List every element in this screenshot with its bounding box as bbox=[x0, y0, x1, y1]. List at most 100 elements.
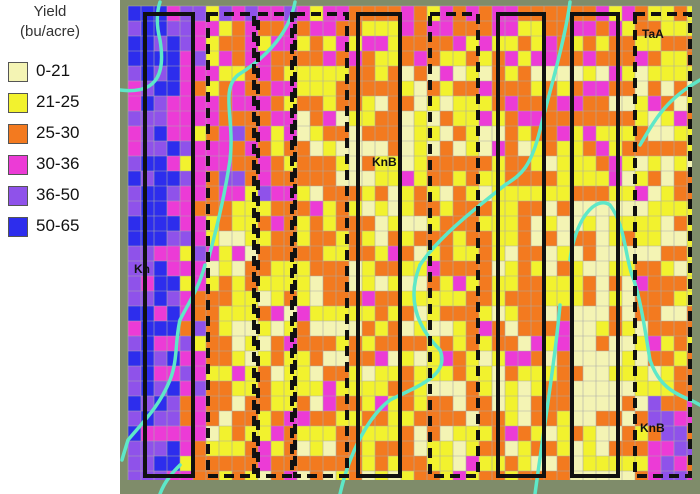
yield-cell bbox=[362, 216, 375, 231]
yield-cell bbox=[388, 291, 401, 306]
yield-cell bbox=[505, 231, 518, 246]
yield-cell bbox=[453, 351, 466, 366]
yield-cell bbox=[440, 36, 453, 51]
yield-cell bbox=[557, 81, 570, 96]
yield-cell bbox=[154, 141, 167, 156]
yield-cell bbox=[258, 441, 271, 456]
yield-cell bbox=[258, 471, 271, 480]
yield-cell bbox=[440, 261, 453, 276]
yield-cell bbox=[128, 246, 141, 261]
yield-cell bbox=[635, 456, 648, 471]
yield-cell bbox=[440, 456, 453, 471]
yield-cell bbox=[323, 36, 336, 51]
yield-cell bbox=[661, 396, 674, 411]
yield-cell bbox=[466, 291, 479, 306]
yield-cell bbox=[544, 261, 557, 276]
yield-cell bbox=[141, 426, 154, 441]
yield-cell bbox=[271, 456, 284, 471]
yield-cell bbox=[388, 216, 401, 231]
yield-cell bbox=[661, 336, 674, 351]
yield-cell bbox=[167, 171, 180, 186]
yield-cell bbox=[635, 51, 648, 66]
yield-cell bbox=[596, 51, 609, 66]
yield-cell bbox=[128, 441, 141, 456]
yield-cell bbox=[310, 231, 323, 246]
yield-cell bbox=[375, 51, 388, 66]
yield-cell bbox=[388, 171, 401, 186]
yield-cell bbox=[154, 366, 167, 381]
yield-cell bbox=[180, 141, 193, 156]
yield-cell bbox=[128, 201, 141, 216]
yield-cell bbox=[154, 186, 167, 201]
yield-cell bbox=[609, 111, 622, 126]
yield-cell bbox=[349, 246, 362, 261]
yield-cell bbox=[622, 426, 635, 441]
yield-cell bbox=[258, 321, 271, 336]
yield-cell bbox=[674, 471, 687, 480]
yield-cell bbox=[609, 246, 622, 261]
yield-cell bbox=[505, 81, 518, 96]
yield-cell bbox=[583, 51, 596, 66]
yield-cell bbox=[375, 381, 388, 396]
yield-cell bbox=[375, 156, 388, 171]
yield-cell bbox=[401, 111, 414, 126]
legend-label: 21-25 bbox=[36, 92, 80, 111]
yield-cell bbox=[167, 216, 180, 231]
yield-cell bbox=[258, 426, 271, 441]
yield-cell bbox=[648, 171, 661, 186]
yield-cell bbox=[141, 321, 154, 336]
yield-cell bbox=[596, 381, 609, 396]
yield-cell bbox=[141, 381, 154, 396]
yield-cell bbox=[440, 306, 453, 321]
yield-cell bbox=[232, 381, 245, 396]
yield-cell bbox=[557, 351, 570, 366]
yield-cell bbox=[557, 441, 570, 456]
yield-cell bbox=[544, 171, 557, 186]
yield-cell bbox=[622, 201, 635, 216]
yield-cell bbox=[635, 141, 648, 156]
yield-cell bbox=[388, 246, 401, 261]
yield-cell bbox=[414, 6, 427, 21]
yield-cell bbox=[401, 216, 414, 231]
yield-cell bbox=[583, 111, 596, 126]
yield-cell bbox=[258, 336, 271, 351]
yield-cell bbox=[232, 126, 245, 141]
yield-cell bbox=[635, 171, 648, 186]
yield-cell bbox=[154, 156, 167, 171]
yield-cell bbox=[271, 111, 284, 126]
yield-cell bbox=[219, 216, 232, 231]
yield-cell bbox=[674, 186, 687, 201]
yield-cell bbox=[349, 51, 362, 66]
yield-cell bbox=[362, 441, 375, 456]
yield-cell bbox=[479, 366, 492, 381]
yield-cell bbox=[154, 456, 167, 471]
yield-cell bbox=[193, 246, 206, 261]
yield-cell bbox=[583, 36, 596, 51]
yield-cell bbox=[674, 66, 687, 81]
yield-cell bbox=[518, 21, 531, 36]
yield-cell bbox=[674, 246, 687, 261]
yield-cell bbox=[141, 111, 154, 126]
yield-cell bbox=[128, 186, 141, 201]
yield-cell bbox=[544, 201, 557, 216]
yield-cell bbox=[167, 201, 180, 216]
yield-cell bbox=[401, 276, 414, 291]
yield-cell bbox=[180, 381, 193, 396]
yield-cell bbox=[453, 366, 466, 381]
yield-cell bbox=[518, 216, 531, 231]
yield-cell bbox=[414, 141, 427, 156]
yield-map: TaA KnB Kn KnB bbox=[120, 0, 700, 494]
yield-cell bbox=[544, 246, 557, 261]
yield-cell bbox=[414, 81, 427, 96]
yield-cell bbox=[609, 306, 622, 321]
yield-cell bbox=[180, 201, 193, 216]
yield-cell bbox=[453, 141, 466, 156]
yield-cell bbox=[141, 366, 154, 381]
yield-cell bbox=[583, 351, 596, 366]
yield-cell bbox=[622, 6, 635, 21]
yield-cell bbox=[479, 111, 492, 126]
yield-cell bbox=[596, 186, 609, 201]
yield-cell bbox=[557, 396, 570, 411]
yield-cell bbox=[505, 111, 518, 126]
yield-cell bbox=[583, 66, 596, 81]
